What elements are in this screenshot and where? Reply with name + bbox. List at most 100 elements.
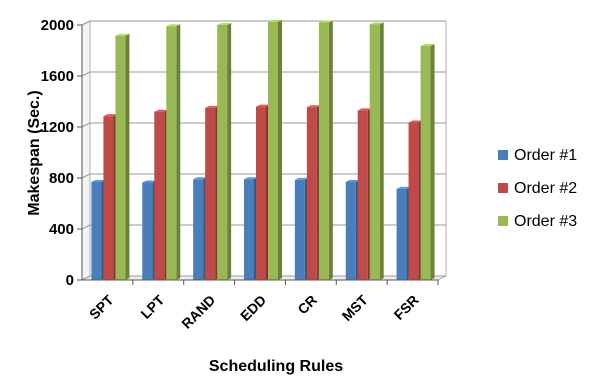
bar-edd-order-1 xyxy=(244,177,258,280)
bar-rand-order-3 xyxy=(217,23,232,280)
gridline-side xyxy=(81,122,91,128)
bar-top-face xyxy=(193,177,208,180)
bar-top-face xyxy=(103,114,118,117)
bar-cr-order-2 xyxy=(306,105,321,280)
bar-top-face xyxy=(256,104,270,107)
bar-front-face xyxy=(318,22,329,280)
y-tick-label: 0 xyxy=(66,272,74,289)
bar-side-face xyxy=(328,20,333,280)
bar-top-face xyxy=(318,20,333,23)
y-tick-label: 1600 xyxy=(41,68,74,85)
y-tick-label: 400 xyxy=(49,221,74,238)
bar-front-face xyxy=(345,181,356,280)
bar-lpt-order-2 xyxy=(154,109,169,280)
bar-mst-order-2 xyxy=(357,108,372,280)
bar-fsr-order-1 xyxy=(396,186,411,280)
bar-side-face xyxy=(430,44,435,280)
bar-top-face xyxy=(369,22,384,25)
bar-top-face xyxy=(217,23,232,25)
legend-swatch xyxy=(498,216,508,226)
x-tick-label: LPT xyxy=(137,291,167,321)
legend-label: Order #3 xyxy=(514,213,577,230)
bar-front-face xyxy=(103,116,114,280)
bar-front-face xyxy=(244,179,254,280)
bar-side-face xyxy=(125,33,130,281)
legend-label: Order #1 xyxy=(514,147,577,164)
bar-rand-order-1 xyxy=(193,177,208,280)
bar-cr-order-3 xyxy=(318,20,333,280)
x-tick-label: CR xyxy=(294,292,320,318)
y-tick-label: 800 xyxy=(49,170,74,187)
bar-spt-order-3 xyxy=(115,33,130,281)
bar-front-face xyxy=(154,111,165,280)
bar-front-face xyxy=(396,188,407,280)
bar-front-face xyxy=(408,122,419,280)
bar-front-face xyxy=(268,21,278,280)
x-tick-label: SPT xyxy=(86,291,117,322)
bar-top-face xyxy=(154,109,169,112)
legend-label: Order #2 xyxy=(514,180,577,197)
bar-front-face xyxy=(357,110,368,280)
bar-front-face xyxy=(294,179,305,280)
bar-side-face xyxy=(379,22,384,281)
gridline-side xyxy=(81,224,91,230)
bar-top-face xyxy=(357,108,372,111)
legend-entry-order-2: Order #2 xyxy=(498,180,577,197)
bar-fsr-order-2 xyxy=(408,120,423,280)
bar-edd-order-2 xyxy=(256,104,270,280)
bar-mst-order-1 xyxy=(345,179,360,280)
legend-swatch xyxy=(498,150,508,160)
bar-lpt-order-3 xyxy=(166,24,181,281)
bar-front-face xyxy=(193,179,204,280)
legend-entry-order-1: Order #1 xyxy=(498,147,577,164)
gridline-side xyxy=(81,275,91,281)
x-tick-labels: SPT LPT RAND EDD CR MST FSR xyxy=(86,291,422,331)
x-tick-label: RAND xyxy=(178,292,218,332)
bar-spt-order-1 xyxy=(91,179,106,280)
bar-top-face xyxy=(345,179,360,182)
bar-top-face xyxy=(91,179,106,182)
bar-front-face xyxy=(369,24,380,280)
bar-front-face xyxy=(256,106,266,280)
gridline-side xyxy=(81,71,91,77)
y-tick-labels: 0 400 800 1200 1600 2000 xyxy=(41,17,74,289)
bar-front-face xyxy=(142,182,153,280)
x-axis-title: Scheduling Rules xyxy=(209,358,343,375)
gridline-side xyxy=(81,173,91,179)
bar-top-face xyxy=(396,186,411,189)
side-wall xyxy=(81,20,91,281)
y-tick-label: 1200 xyxy=(41,119,74,136)
bar-cr-order-1 xyxy=(294,177,309,280)
bar-top-face xyxy=(268,19,282,22)
x-tick-label: FSR xyxy=(391,292,422,323)
bar-top-face xyxy=(408,120,423,123)
bar-spt-order-2 xyxy=(103,114,118,280)
axes-layer xyxy=(77,24,439,285)
gridline-side xyxy=(81,20,91,26)
bar-side-face xyxy=(227,23,232,280)
bar-side-face xyxy=(278,19,282,280)
y-axis-title: Makespan (Sec.) xyxy=(26,90,43,215)
bar-front-face xyxy=(306,107,317,280)
bar-front-face xyxy=(217,25,228,280)
bar-top-face xyxy=(115,33,130,36)
x-tick-label: MST xyxy=(339,291,372,324)
bar-front-face xyxy=(91,181,102,280)
bar-lpt-order-1 xyxy=(142,180,157,280)
bar-fsr-order-3 xyxy=(420,44,435,280)
bar-front-face xyxy=(420,46,431,280)
bar-top-face xyxy=(244,177,258,180)
bar-front-face xyxy=(166,26,177,281)
bar-top-face xyxy=(142,180,157,183)
bar-top-face xyxy=(166,24,181,27)
bar-mst-order-3 xyxy=(369,22,384,281)
bar-top-face xyxy=(294,177,309,180)
bar-rand-order-2 xyxy=(205,105,220,280)
x-tick-label: EDD xyxy=(237,292,269,324)
bar-front-face xyxy=(115,35,126,281)
bar-top-face xyxy=(205,105,220,108)
y-tick-label: 2000 xyxy=(41,17,74,34)
legend: Order #1 Order #2 Order #3 xyxy=(498,147,577,230)
